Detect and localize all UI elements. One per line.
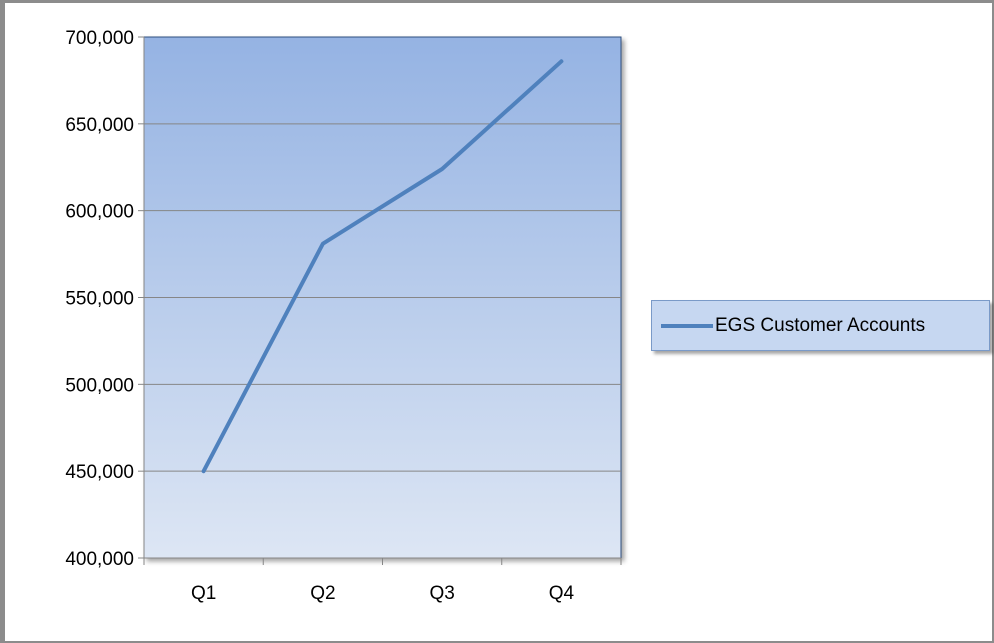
y-tick-label: 700,000 xyxy=(65,28,134,49)
x-axis: Q1 Q2 Q3 Q4 xyxy=(143,557,622,604)
legend-label: EGS Customer Accounts xyxy=(715,314,926,336)
y-tick-label: 450,000 xyxy=(65,462,134,483)
x-tick-label: Q2 xyxy=(310,583,335,604)
y-tick-label: 400,000 xyxy=(65,549,134,570)
x-tick-label: Q4 xyxy=(549,583,575,604)
legend: EGS Customer Accounts xyxy=(651,300,990,351)
y-tick-label: 550,000 xyxy=(65,289,134,310)
x-tick-label: Q3 xyxy=(429,583,454,604)
x-tick-label: Q1 xyxy=(191,583,216,604)
y-tick-label: 650,000 xyxy=(65,115,134,136)
series-group xyxy=(201,59,564,474)
legend-swatch xyxy=(661,323,713,328)
y-axis: 400,000 450,000 500,000 550,000 600,000 650,0… xyxy=(65,28,145,570)
series-line xyxy=(201,59,564,474)
y-tick-label: 500,000 xyxy=(65,375,134,396)
y-tick-label: 600,000 xyxy=(65,202,134,223)
gridlines xyxy=(144,123,621,472)
